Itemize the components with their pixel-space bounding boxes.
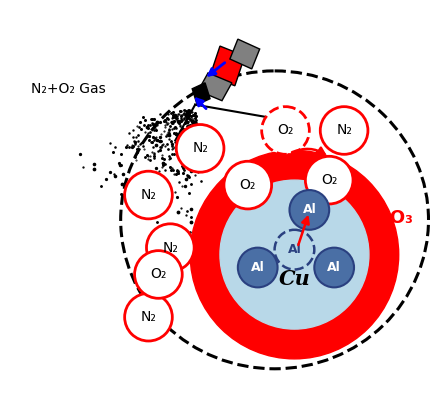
Circle shape xyxy=(135,251,182,298)
Circle shape xyxy=(125,293,172,341)
Circle shape xyxy=(190,150,399,359)
Circle shape xyxy=(238,248,278,287)
Text: O₂: O₂ xyxy=(150,268,167,281)
Text: Al: Al xyxy=(288,243,302,256)
Text: N₂: N₂ xyxy=(140,310,156,324)
Text: Al: Al xyxy=(302,203,316,216)
Polygon shape xyxy=(198,73,232,101)
Text: O₂: O₂ xyxy=(277,123,294,137)
Circle shape xyxy=(262,107,309,154)
Circle shape xyxy=(224,161,272,209)
Text: N₂+O₂ Gas: N₂+O₂ Gas xyxy=(31,82,106,96)
Text: Al₂O₃: Al₂O₃ xyxy=(363,209,414,227)
Circle shape xyxy=(314,248,354,287)
Circle shape xyxy=(289,190,329,230)
Polygon shape xyxy=(230,39,260,69)
Circle shape xyxy=(320,107,368,154)
Text: O₂: O₂ xyxy=(240,178,256,192)
Text: N₂: N₂ xyxy=(162,241,178,254)
Text: N₂: N₂ xyxy=(140,188,156,202)
Text: N₂: N₂ xyxy=(336,123,352,137)
Text: O₂: O₂ xyxy=(321,173,337,187)
Text: Cu: Cu xyxy=(279,270,310,289)
Circle shape xyxy=(220,180,369,329)
Circle shape xyxy=(146,224,194,272)
Circle shape xyxy=(125,171,172,219)
Polygon shape xyxy=(210,46,245,86)
Circle shape xyxy=(305,156,353,204)
Text: Al: Al xyxy=(327,261,341,274)
Polygon shape xyxy=(192,83,210,105)
Text: N₂: N₂ xyxy=(192,141,208,155)
Circle shape xyxy=(176,125,224,172)
Text: Al: Al xyxy=(251,261,264,274)
